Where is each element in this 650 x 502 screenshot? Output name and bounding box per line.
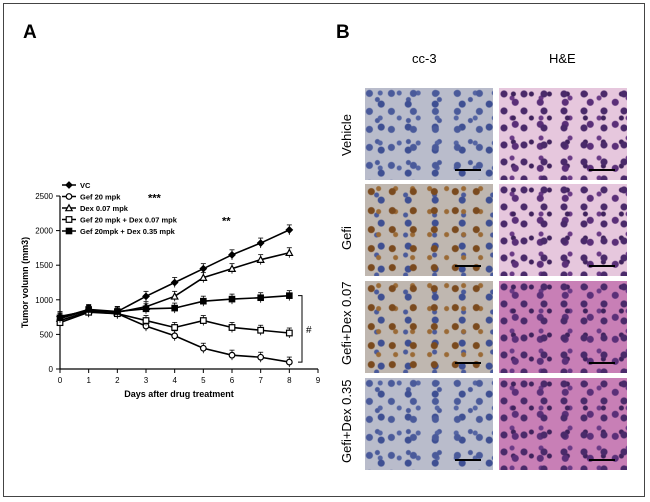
y-tick-label: 1500 — [35, 261, 53, 270]
data-point — [171, 304, 178, 312]
micrograph-he-gefi-dex-007 — [499, 281, 627, 373]
data-point — [228, 295, 236, 303]
micrograph-cc3-gefi — [365, 184, 493, 276]
micrograph-cc3-gefi-dex-035 — [365, 378, 493, 470]
data-point — [256, 239, 265, 247]
data-point — [85, 306, 92, 313]
data-point — [170, 291, 179, 300]
row-label-gefi: Gefi — [339, 226, 354, 250]
data-point — [257, 326, 265, 334]
x-tick-label: 2 — [115, 376, 120, 385]
legend-label: Gef 20 mpk — [80, 193, 121, 202]
column-header-cc3: cc-3 — [412, 51, 437, 66]
scale-bar — [589, 362, 615, 364]
legend-label: Gef 20 mpk + Dex 0.07 mpk — [80, 216, 178, 225]
significance-bracket — [298, 295, 303, 363]
y-tick-label: 1000 — [35, 296, 53, 305]
y-tick-label: 500 — [40, 330, 54, 339]
data-point — [170, 278, 179, 287]
legend-marker — [65, 181, 73, 189]
data-point — [199, 317, 207, 324]
data-point — [142, 292, 150, 301]
data-point — [228, 250, 236, 259]
y-tick-label: 2000 — [35, 227, 53, 236]
y-axis-label: Tumor volumn (mm3) — [20, 237, 30, 328]
row-label-gefi-dex-007: Gefi+Dex 0.07 — [339, 281, 354, 365]
legend-marker — [65, 216, 73, 223]
legend-marker — [65, 227, 73, 235]
data-point — [171, 332, 179, 340]
row-label-vehicle: Vehicle — [339, 114, 354, 156]
data-point — [227, 264, 237, 272]
tumor-volume-chart: 0 1 2 3 4 5 6 7 8 9 0 500 1000 1500 2000 2500 Days after… — [20, 181, 321, 399]
x-axis-label: Days after drug treatment — [124, 389, 234, 399]
x-tick-label: 0 — [58, 376, 63, 385]
data-point — [256, 255, 265, 263]
y-tick-label: 0 — [49, 365, 54, 374]
data-point — [285, 329, 293, 337]
scale-bar — [589, 459, 615, 461]
legend-marker — [65, 193, 73, 200]
micrograph-cc3-gefi-dex-007 — [365, 281, 493, 373]
data-point — [257, 294, 264, 302]
data-point — [199, 273, 208, 281]
scale-bar — [455, 169, 481, 171]
legend-label: Dex 0.07 mpk — [80, 204, 129, 213]
data-point — [56, 314, 64, 322]
x-tick-label: 1 — [86, 376, 91, 385]
data-point — [228, 324, 236, 331]
panel-a-label: A — [23, 22, 37, 43]
micrograph-he-gefi — [499, 184, 627, 276]
x-tick-label: 9 — [316, 376, 321, 385]
x-tick-label: 8 — [287, 376, 292, 385]
data-point — [142, 317, 150, 324]
scale-bar — [455, 459, 481, 461]
data-point — [286, 292, 293, 299]
scale-bar — [589, 169, 615, 171]
data-point — [285, 248, 294, 257]
x-tick-label: 4 — [172, 376, 177, 385]
micrograph-he-gefi-dex-035 — [499, 378, 627, 470]
legend-label: Gef 20mpk + Dex 0.35 mpk — [80, 227, 176, 236]
data-point — [285, 226, 294, 234]
x-tick-label: 5 — [201, 376, 206, 385]
column-header-he: H&E — [549, 51, 576, 66]
data-point — [228, 351, 236, 359]
data-point — [171, 324, 179, 331]
figure-frame — [3, 3, 645, 497]
data-point — [285, 358, 293, 366]
micrograph-he-vehicle — [499, 88, 627, 180]
significance-mark: # — [306, 325, 312, 336]
scale-bar — [589, 265, 615, 267]
row-label-gefi-dex-035: Gefi+Dex 0.35 — [339, 379, 354, 463]
x-tick-label: 7 — [258, 376, 263, 385]
legend-marker — [64, 203, 74, 212]
scale-bar — [455, 362, 481, 364]
panel-b-label: B — [336, 22, 350, 43]
x-tick-label: 6 — [230, 376, 235, 385]
legend-label: VC — [80, 181, 91, 190]
data-point — [257, 353, 265, 361]
x-tick-label: 3 — [144, 376, 149, 385]
data-point — [199, 344, 207, 352]
significance-stars: *** — [148, 193, 162, 205]
data-point — [199, 264, 208, 273]
data-point — [142, 305, 150, 313]
data-point — [114, 308, 121, 315]
micrograph-cc3-vehicle — [365, 88, 493, 180]
significance-stars: ** — [222, 216, 231, 228]
data-point — [200, 297, 207, 305]
y-tick-label: 2500 — [35, 192, 53, 201]
scale-bar — [455, 265, 481, 267]
